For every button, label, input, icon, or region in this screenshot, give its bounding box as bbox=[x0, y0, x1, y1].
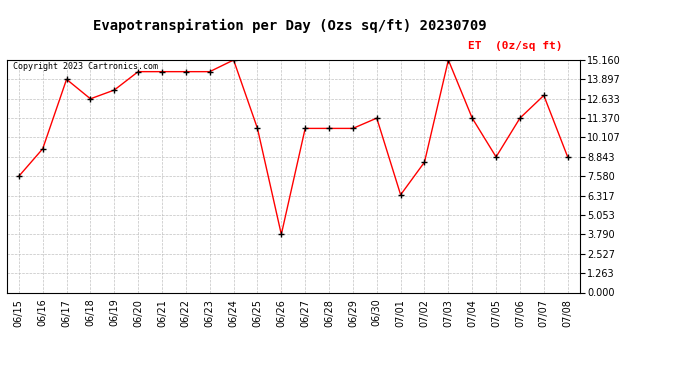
Text: ET  (0z/sq ft): ET (0z/sq ft) bbox=[468, 41, 562, 51]
Text: Copyright 2023 Cartronics.com: Copyright 2023 Cartronics.com bbox=[12, 62, 157, 71]
Text: Evapotranspiration per Day (Ozs sq/ft) 20230709: Evapotranspiration per Day (Ozs sq/ft) 2… bbox=[93, 19, 486, 33]
